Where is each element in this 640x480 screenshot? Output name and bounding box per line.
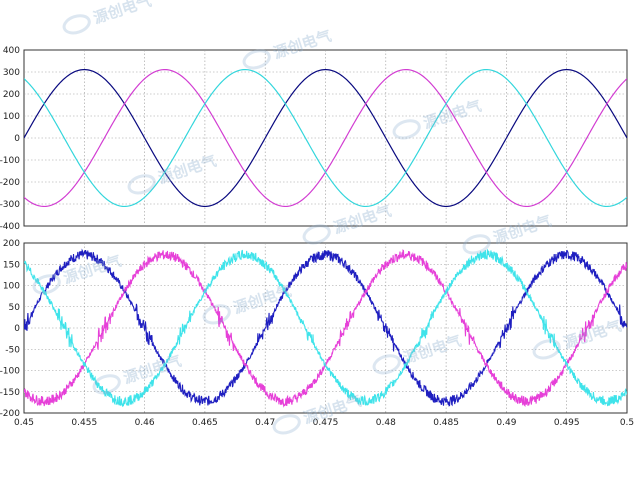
watermark: 源创电气 [62, 0, 154, 35]
x-tick-label: 0.46 [135, 418, 155, 428]
watermark-logo-icon [302, 224, 331, 245]
y-tick-label: 150 [3, 260, 20, 270]
x-tick-label: 0.485 [433, 418, 459, 428]
watermark-logo-icon [92, 374, 121, 395]
watermark-logo-icon [532, 339, 561, 360]
top-voltage-plot: 400 300 200 100 0 -100 -200 -300 -400 [0, 46, 628, 232]
x-tick-label: 0.49 [496, 418, 516, 428]
watermark-logo-icon [62, 14, 91, 35]
y-tick-label: 400 [3, 46, 20, 56]
y-tick-label: -100 [0, 156, 20, 166]
watermark-logo-icon [202, 304, 231, 325]
x-tick-label: 0.475 [313, 418, 339, 428]
watermark-logo-icon [127, 174, 156, 195]
x-tick-label: 0.45 [14, 418, 34, 428]
watermark-logo-icon [272, 414, 301, 435]
y-tick-label: 0 [14, 134, 20, 144]
watermark-logo-icon [462, 234, 491, 255]
watermark-text: 源创电气 [91, 0, 154, 27]
watermark-logo-icon [32, 274, 61, 295]
y-tick-label: 100 [3, 112, 20, 122]
x-tick-label: 0.47 [255, 418, 275, 428]
x-tick-label: 0.465 [192, 418, 218, 428]
watermark-logo-icon [242, 49, 271, 70]
y-tick-label: 200 [3, 239, 20, 249]
y-tick-label: -50 [5, 345, 20, 355]
series-line-3 [24, 248, 627, 408]
watermark-logo-icon [372, 354, 401, 375]
y-tick-label: 300 [3, 68, 20, 78]
x-tick-label: 0.455 [71, 418, 97, 428]
y-tick-label: -150 [0, 388, 20, 398]
y-tick-label: 50 [9, 303, 21, 313]
y-tick-label: 100 [3, 282, 20, 292]
x-tick-label: 0.495 [554, 418, 580, 428]
watermark-logo-icon [392, 119, 421, 140]
y-tick-label: 200 [3, 90, 20, 100]
y-tick-label: -100 [0, 367, 20, 377]
x-tick-label: 0.48 [376, 418, 396, 428]
y-tick-label: -300 [0, 200, 20, 210]
y-tick-label: 0 [14, 324, 20, 334]
y-tick-label: -200 [0, 409, 20, 419]
y-tick-label: -200 [0, 178, 20, 188]
x-tick-label: 0.5 [620, 418, 634, 428]
series-line-3 [24, 68, 627, 208]
y-tick-label: -400 [0, 222, 20, 232]
